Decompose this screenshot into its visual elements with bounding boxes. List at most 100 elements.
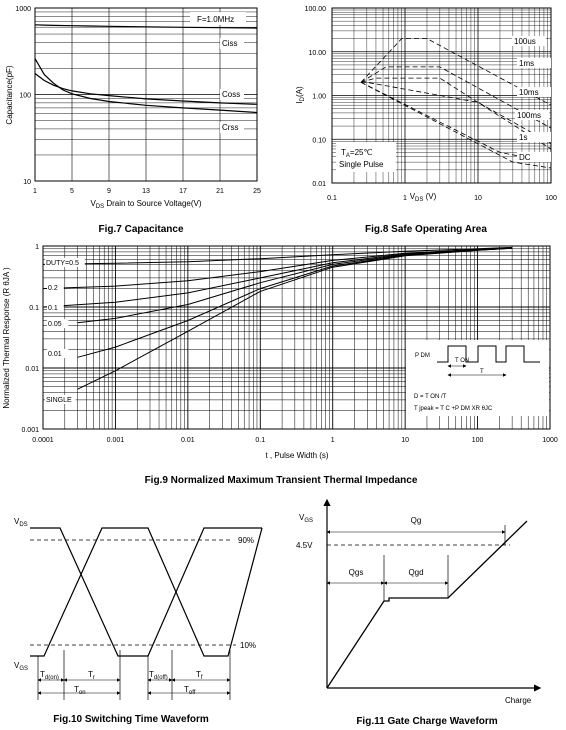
fig7-x-tick-labels: 1 5 9 13 17 21 25 bbox=[33, 188, 261, 195]
fig9-series-label-bg bbox=[47, 349, 69, 358]
fig9-y-tick: 0.001 bbox=[21, 427, 39, 434]
fig10-vds-label: VDS bbox=[14, 517, 28, 528]
fig7-x-tick: 25 bbox=[253, 188, 261, 195]
fig8-series-100ms bbox=[361, 81, 552, 144]
fig9-series-label: 0.05 bbox=[48, 321, 62, 328]
fig11-gate-charge-curve bbox=[326, 520, 528, 689]
fig9-duty-cycle-inset: P DM T ON T D = T ON /T T jpeak = T C +P… bbox=[406, 340, 549, 416]
fig9-inset-eq2: T jpeak = T C +P DM XR θJC bbox=[414, 406, 493, 412]
fig10-tr-label: Tr bbox=[88, 670, 95, 681]
safe-operating-area-chart: 100us 1ms 10ms 100ms 1s DC 0.1 1 10 100 0.01 0.10… bbox=[295, 6, 557, 235]
fig8-annotation-temp: TA=25℃ bbox=[341, 148, 372, 159]
fig7-y-tick: 100 bbox=[19, 93, 31, 100]
fig8-caption: Fig.8 Safe Operating Area bbox=[365, 224, 487, 235]
fig10-vds-waveform bbox=[30, 527, 262, 657]
fig7-series-label: Ciss bbox=[222, 39, 238, 48]
fig9-series-label-bg bbox=[47, 319, 69, 328]
fig8-x-tick: 1 bbox=[403, 195, 407, 202]
fig7-x-tick: 13 bbox=[142, 188, 150, 195]
fig9-y-tick: 0.1 bbox=[29, 305, 39, 312]
fig8-series: 100us 1ms 10ms 100ms 1s DC bbox=[360, 36, 552, 169]
fig8-x-tick: 100 bbox=[545, 195, 557, 202]
fig8-annotation-pulse: Single Pulse bbox=[339, 160, 384, 169]
fig8-series-label: 1s bbox=[519, 133, 527, 142]
fig7-annotation-bg bbox=[190, 12, 246, 25]
fig9-inset-pulse-train bbox=[437, 345, 540, 363]
fig9-series bbox=[77, 247, 513, 390]
fig9-series-label: DUTY=0.5 bbox=[46, 260, 79, 267]
fig9-x-tick: 0.1 bbox=[255, 437, 265, 444]
fig7-y-tick: 1000 bbox=[15, 6, 31, 13]
fig7-annotation: F=1.0MHz bbox=[197, 15, 234, 24]
fig8-series-1ms bbox=[360, 66, 552, 129]
fig9-inset-ton: T ON bbox=[455, 358, 469, 364]
fig9-x-tick: 0.001 bbox=[107, 437, 125, 444]
thermal-impedance-chart: DUTY=0.5 0.2 0.1 0.05 0.01 SINGLE 0.0001 0.001… bbox=[2, 244, 558, 486]
fig7-y-label: Capacitance(pF) bbox=[5, 65, 14, 124]
fig9-x-tick: 10 bbox=[401, 437, 409, 444]
fig8-series-100us bbox=[360, 38, 552, 106]
fig9-y-tick: 1 bbox=[35, 244, 39, 251]
fig9-series-label-bg bbox=[45, 395, 76, 404]
fig9-series: DUTY=0.5 0.2 0.1 0.05 0.01 SINGLE bbox=[42, 246, 513, 404]
fig7-y-tick-labels: 10 100 1000 bbox=[15, 6, 31, 186]
fig8-x-tick: 0.1 bbox=[327, 195, 337, 202]
fig8-annotation-bg bbox=[336, 142, 396, 172]
fig8-series-label: 100us bbox=[514, 37, 536, 46]
fig9-y-tick: 0.01 bbox=[25, 366, 39, 373]
fig8-series-10ms bbox=[360, 77, 552, 150]
fig9-series-label: 0.2 bbox=[48, 285, 58, 292]
fig8-series-label-bg bbox=[512, 36, 546, 46]
fig8-series-label-bg bbox=[517, 87, 551, 97]
fig8-y-tick-labels: 0.01 0.10 1.00 10.00 100.00 bbox=[305, 6, 327, 188]
fig9-series-label-bg bbox=[47, 283, 64, 292]
fig8-x-tick-labels: 0.1 1 10 100 bbox=[327, 195, 557, 202]
fig7-series-label-bg bbox=[220, 122, 244, 133]
fig11-qgd-label: Qgd bbox=[408, 568, 423, 577]
fig7-series-label-bg bbox=[220, 89, 244, 100]
fig9-series-label-bg bbox=[47, 303, 64, 312]
fig8-series-label-bg bbox=[517, 132, 551, 142]
fig8-series-label-bg bbox=[515, 110, 549, 120]
fig9-x-tick: 0.0001 bbox=[32, 437, 54, 444]
fig7-y-tick: 10 bbox=[23, 179, 31, 186]
fig9-inset-t: T bbox=[480, 369, 484, 375]
fig9-x-tick-labels: 0.0001 0.001 0.01 0.1 1 10 100 1000 bbox=[32, 437, 558, 444]
fig9-series-label: SINGLE bbox=[46, 397, 72, 404]
fig7-series-label: Crss bbox=[222, 123, 238, 132]
fig9-series bbox=[42, 246, 513, 265]
fig11-charge-label: Charge bbox=[505, 696, 532, 705]
fig7-series-label-bg bbox=[220, 38, 244, 49]
fig9-x-tick: 0.01 bbox=[181, 437, 195, 444]
fig7-x-label: VDS Drain to Source Voltage(V) bbox=[90, 199, 201, 210]
fig10-vgs-waveform bbox=[30, 527, 263, 657]
fig10-tdoff-label: Td(off) bbox=[149, 670, 168, 681]
fig10-90pct-label: 90% bbox=[238, 536, 254, 545]
fig10-10pct-label: 10% bbox=[240, 641, 256, 650]
fig7-series-label: Coss bbox=[222, 90, 240, 99]
fig8-series-label: DC bbox=[519, 153, 531, 162]
fig9-y-label: Normalized Thermal Response (R θJA ) bbox=[2, 267, 11, 409]
fig10-toff-label: Toff bbox=[184, 685, 196, 696]
fig7-x-tick: 9 bbox=[107, 188, 111, 195]
fig9-x-tick: 1 bbox=[331, 437, 335, 444]
fig9-x-tick: 1000 bbox=[542, 437, 558, 444]
fig8-y-tick: 0.10 bbox=[312, 137, 326, 144]
fig8-series-DC bbox=[360, 81, 552, 169]
fig11-45v-label: 4.5V bbox=[296, 541, 313, 550]
fig9-inset-eq1: D = T ON /T bbox=[414, 394, 447, 400]
fig7-x-tick: 1 bbox=[33, 188, 37, 195]
fig11-vgs-label: VGS bbox=[299, 513, 313, 524]
fig9-series-label-bg bbox=[45, 258, 85, 267]
fig10-tdon-label: Td(on) bbox=[40, 670, 59, 681]
fig10-tf-label: Tf bbox=[196, 670, 203, 681]
fig11-caption: Fig.11 Gate Charge Waveform bbox=[356, 716, 497, 727]
fig8-series-label: 10ms bbox=[519, 88, 539, 97]
fig8-series-1s bbox=[360, 81, 552, 163]
fig8-x-label: VDS (V) bbox=[410, 192, 437, 203]
fig7-series-ciss bbox=[34, 24, 258, 29]
fig8-series-label: 100ms bbox=[517, 111, 541, 120]
fig10-vgs-label: VGS bbox=[14, 661, 28, 672]
fig9-y-tick-labels: 0.001 0.01 0.1 1 bbox=[21, 244, 39, 434]
